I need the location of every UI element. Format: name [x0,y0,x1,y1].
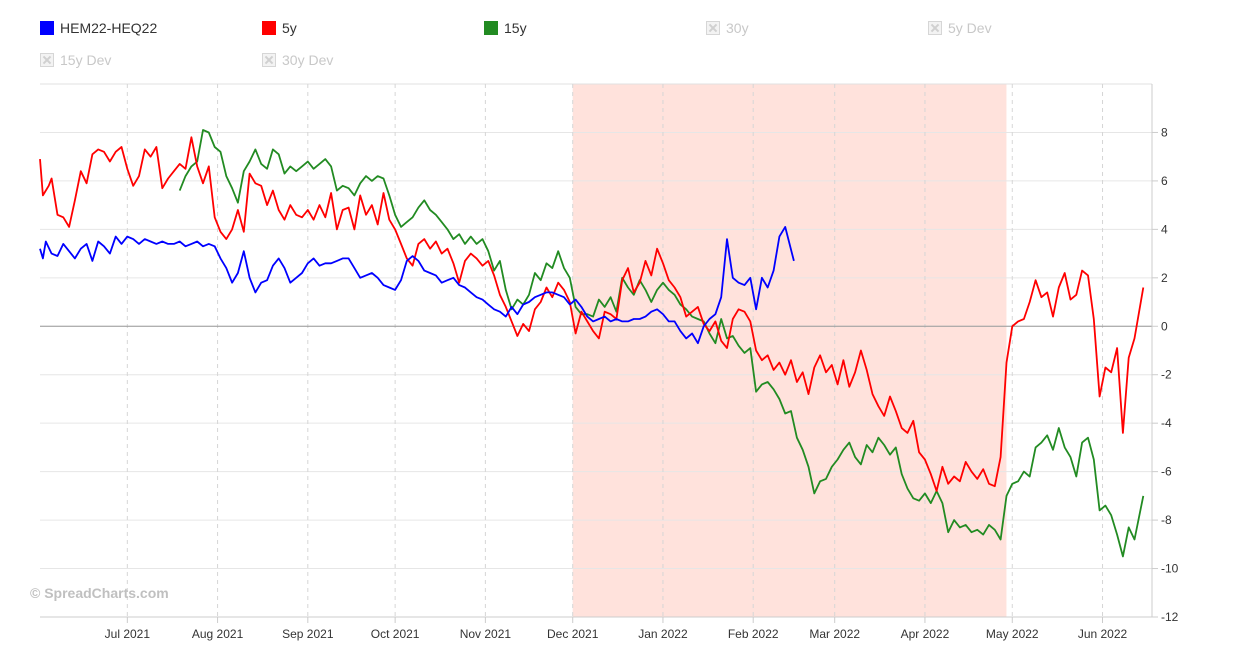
y-tick-label: 4 [1161,222,1168,236]
hidden-series-icon [706,21,720,35]
x-tick-label: Mar 2022 [809,627,860,641]
highlight-band [572,84,1007,617]
x-axis: Jul 2021 Aug 2021 Sep 2021 Oct 2021 Nov 2021… [40,616,1152,641]
legend-label: 5y Dev [948,20,992,36]
y-tick-label: 8 [1161,125,1168,139]
chart-legend: HEM22-HEQ22 5y 15y 30y 5y Dev 15y Dev 30… [0,0,1234,84]
y-tick-label: 0 [1161,319,1168,333]
y-tick-label: -8 [1161,513,1172,527]
grid-layer [40,83,1152,618]
legend-label: 5y [282,20,297,36]
legend-swatch [40,21,54,35]
hidden-series-icon [928,21,942,35]
x-tick-label: Apr 2022 [901,627,950,641]
x-tick-label: Nov 2021 [460,627,512,641]
x-tick-label: Feb 2022 [728,627,779,641]
series-layer [39,129,1145,558]
legend-item-5y-dev[interactable]: 5y Dev [928,20,992,36]
hidden-series-icon [262,53,276,67]
legend-swatch [484,21,498,35]
legend-item-hem22-heq22[interactable]: HEM22-HEQ22 [40,20,157,36]
legend-label: 30y [726,20,749,36]
legend-label: HEM22-HEQ22 [60,20,158,36]
x-tick-label: Dec 2021 [547,627,599,641]
x-tick-label: May 2022 [986,627,1039,641]
series-line-hem22-heq22 [39,225,795,345]
hidden-series-icon [40,53,54,67]
legend-item-30y[interactable]: 30y [706,20,749,36]
y-axis: 8 6 4 2 0 -2 -4 -6 -8 -10 -12 [1151,84,1179,624]
legend-label: 15y [504,20,527,36]
x-tick-label: Sep 2021 [282,627,334,641]
series-line-15y [178,129,1145,558]
series-line-5y [39,136,1145,492]
y-tick-label: 6 [1161,174,1168,188]
legend-label: 15y Dev [60,52,112,68]
watermark: © SpreadCharts.com [30,585,169,601]
y-tick-label: -2 [1161,368,1172,382]
legend-swatch [262,21,276,35]
x-tick-label: Oct 2021 [371,627,420,641]
x-tick-label: Jul 2021 [105,627,151,641]
y-tick-label: -12 [1161,610,1179,624]
legend-item-15y-dev[interactable]: 15y Dev [40,52,111,68]
y-tick-label: -4 [1161,416,1172,430]
legend-item-5y[interactable]: 5y [262,20,297,36]
y-tick-label: 2 [1161,271,1168,285]
x-tick-label: Jan 2022 [638,627,688,641]
x-tick-label: Jun 2022 [1078,627,1128,641]
y-tick-label: -6 [1161,465,1172,479]
x-tick-label: Aug 2021 [192,627,244,641]
legend-item-30y-dev[interactable]: 30y Dev [262,52,333,68]
legend-label: 30y Dev [282,52,334,68]
legend-item-15y[interactable]: 15y [484,20,527,36]
y-tick-label: -10 [1161,562,1179,576]
